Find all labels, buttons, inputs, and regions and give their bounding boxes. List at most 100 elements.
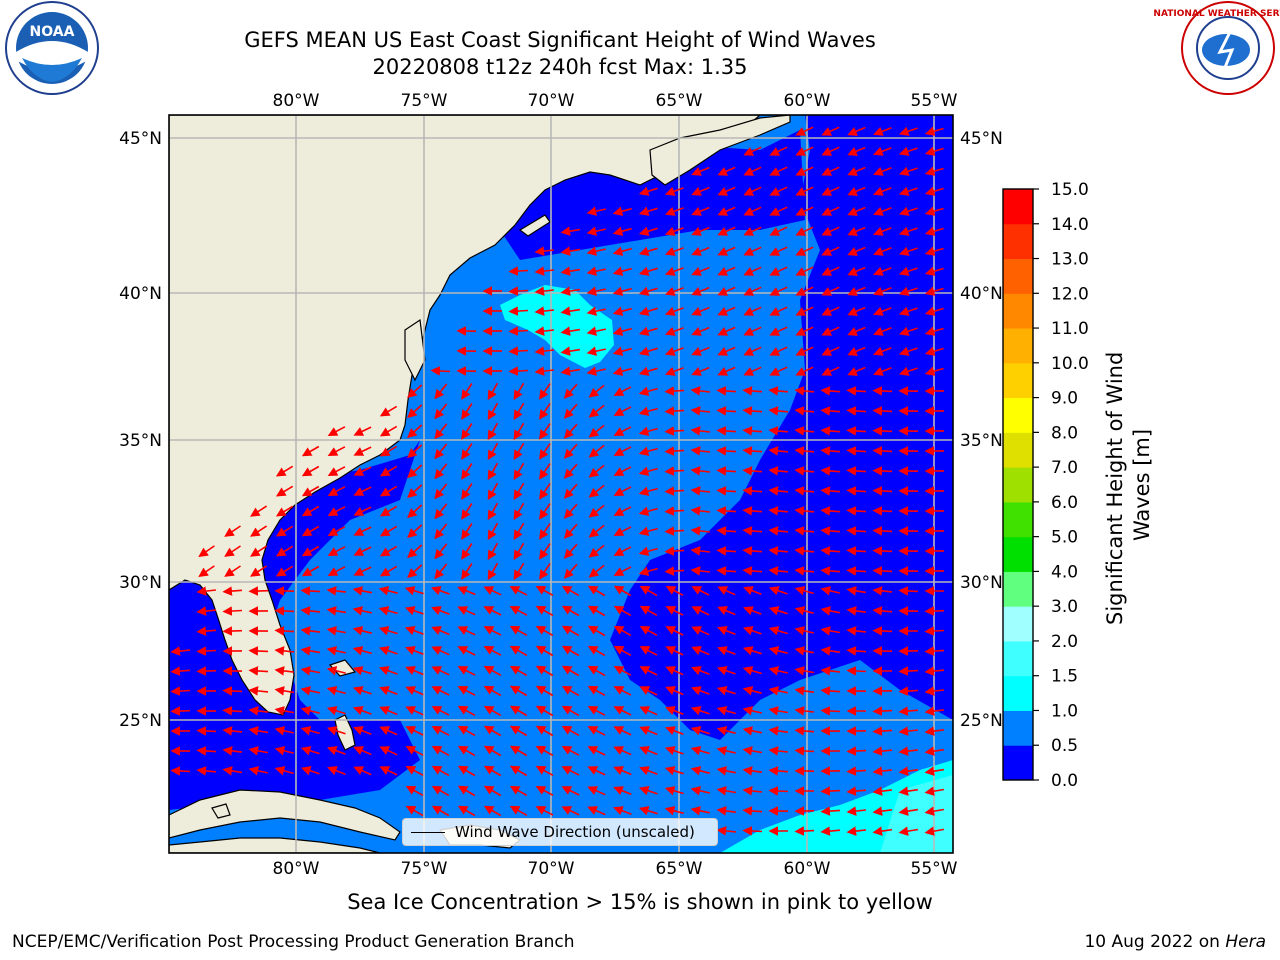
wind-wave-arrow <box>509 805 528 817</box>
wind-wave-arrow <box>898 766 919 776</box>
wind-wave-arrow <box>301 485 320 497</box>
wind-wave-arrow <box>768 786 789 796</box>
wind-wave-arrow <box>821 166 840 176</box>
wind-wave-arrow <box>898 726 918 736</box>
wind-wave-arrow <box>690 706 710 716</box>
wind-wave-arrow <box>691 686 710 696</box>
lon-label: 70°W <box>528 859 575 879</box>
wind-wave-arrow <box>743 186 762 196</box>
wind-wave-arrow <box>407 544 423 559</box>
wind-wave-arrow <box>588 444 605 458</box>
wind-wave-arrow <box>768 666 788 676</box>
footer-date-text: 10 Aug 2022 on <box>1084 932 1226 952</box>
wind-wave-arrow <box>847 186 866 196</box>
wind-wave-arrow <box>638 806 658 816</box>
wind-wave-arrow <box>534 286 554 296</box>
wind-wave-arrow <box>872 426 893 436</box>
wind-wave-arrow <box>898 126 918 136</box>
wind-wave-arrow <box>587 766 606 776</box>
wind-wave-arrow <box>508 326 529 336</box>
noaa-logo-text: NOAA <box>30 24 75 40</box>
wind-wave-arrow <box>924 306 944 316</box>
wind-wave-arrow <box>588 424 605 438</box>
wind-wave-arrow <box>742 626 762 636</box>
wind-wave-arrow <box>924 666 945 676</box>
wind-wave-arrow <box>405 666 424 676</box>
wind-wave-arrow <box>461 563 473 580</box>
wind-wave-arrow <box>664 806 684 816</box>
wind-wave-arrow <box>795 126 814 136</box>
wind-wave-arrow <box>301 445 320 457</box>
wind-wave-arrow <box>639 726 658 736</box>
wind-wave-arrow <box>847 206 866 216</box>
wind-wave-arrow <box>250 545 268 557</box>
wind-wave-arrow <box>352 646 372 656</box>
wind-wave-arrow <box>561 766 580 776</box>
wind-wave-arrow <box>794 746 815 756</box>
wind-wave-arrow <box>430 366 451 376</box>
wind-wave-arrow <box>742 806 763 816</box>
wind-wave-arrow <box>196 606 217 616</box>
wind-wave-arrow <box>434 443 448 460</box>
long-island <box>518 214 551 237</box>
wind-wave-arrow <box>872 566 893 576</box>
wind-wave-arrow <box>538 443 551 460</box>
wind-wave-arrow <box>821 226 840 236</box>
wind-wave-arrow <box>461 523 473 540</box>
colorbar-segment <box>1003 571 1033 607</box>
wind-wave-arrow <box>638 406 658 416</box>
nova-scotia <box>649 115 791 186</box>
wind-wave-arrow <box>872 806 893 816</box>
wind-wave-arrow <box>872 506 893 516</box>
wind-wave-arrow <box>665 606 684 616</box>
wind-wave-arrow <box>431 765 450 777</box>
wind-wave-arrow <box>561 806 580 816</box>
wind-wave-arrow <box>872 466 893 476</box>
wind-wave-arrow <box>924 186 944 196</box>
wind-wave-arrow <box>326 746 346 756</box>
wind-wave-arrow <box>457 745 476 757</box>
wind-wave-arrow <box>638 466 658 476</box>
wind-wave-arrow <box>691 346 710 356</box>
wind-wave-arrow <box>717 206 736 216</box>
wind-wave-arrow <box>690 566 710 576</box>
wind-wave-arrow <box>300 706 320 716</box>
wind-wave-arrow <box>508 346 529 356</box>
wind-wave-arrow <box>248 686 269 696</box>
wind-wave-arrow <box>457 705 476 717</box>
wind-wave-arrow <box>846 446 867 456</box>
colorbar: 0.0 0.5 1.0 1.5 2.0 3.0 4.0 5.0 6.0 7.0 8.0 9.0 10.0… <box>1002 180 1089 791</box>
wind-wave-arrow <box>846 766 867 776</box>
wind-wave-arrow <box>743 246 762 256</box>
wind-wave-arrow <box>274 766 294 776</box>
wind-wave-arrow <box>513 522 525 541</box>
wind-wave-arrow <box>769 306 788 316</box>
wind-wave-arrow <box>457 646 476 656</box>
low-wave-region-east <box>610 115 953 740</box>
wind-wave-arrow <box>434 543 448 560</box>
wind-wave-arrow <box>613 726 632 736</box>
wind-wave-arrow <box>846 526 867 536</box>
wind-wave-arrow <box>924 166 944 176</box>
colorbar-segment <box>1003 293 1033 329</box>
wind-wave-arrow <box>378 586 398 596</box>
wind-wave-arrow <box>248 766 268 776</box>
wind-wave-arrow <box>534 326 554 336</box>
wind-wave-arrow <box>509 765 528 777</box>
wind-wave-arrow <box>509 665 528 677</box>
wind-wave-arrow <box>561 746 580 756</box>
wind-wave-arrow <box>768 566 789 576</box>
wind-wave-arrow <box>405 746 424 756</box>
wind-wave-arrow <box>639 686 658 696</box>
wind-wave-arrow <box>587 645 606 657</box>
wind-wave-arrow <box>613 766 632 776</box>
wind-wave-arrow <box>717 626 736 636</box>
wind-wave-arrow <box>563 483 578 499</box>
wind-wave-arrow <box>664 446 685 456</box>
wind-wave-arrow <box>352 606 372 616</box>
lat-label: 25°N <box>960 711 1003 731</box>
wind-wave-arrow <box>327 506 346 516</box>
wind-wave-arrow <box>820 826 841 836</box>
wind-wave-arrow <box>873 186 892 196</box>
